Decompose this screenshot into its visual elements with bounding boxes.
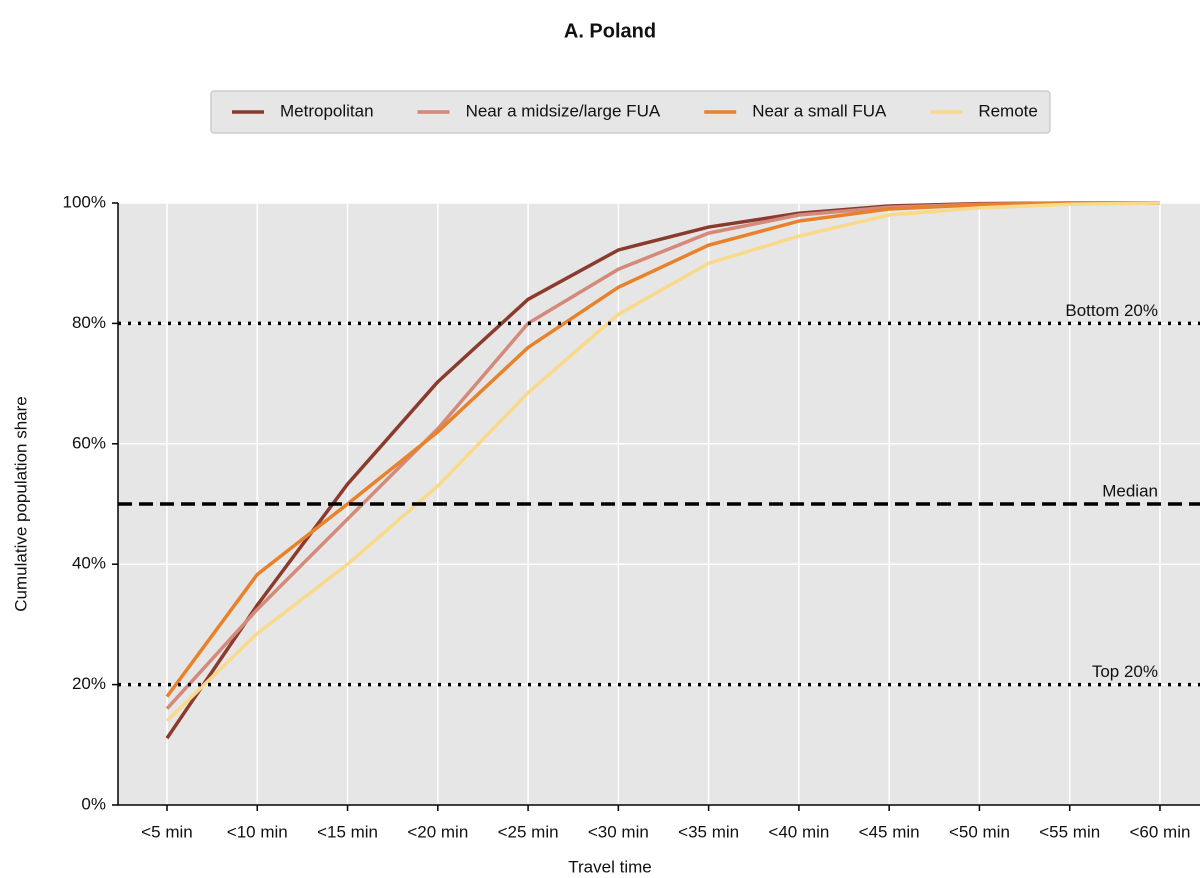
- x-tick-label: <30 min: [588, 822, 649, 841]
- x-tick-label: <45 min: [859, 822, 920, 841]
- x-tick-label: <20 min: [407, 822, 468, 841]
- x-tick-label: <35 min: [678, 822, 739, 841]
- legend-label: Remote: [978, 101, 1038, 120]
- reference-label: Top 20%: [1092, 662, 1158, 681]
- y-tick-label: 80%: [72, 313, 106, 332]
- y-tick-label: 100%: [63, 192, 106, 211]
- x-tick-label: <50 min: [949, 822, 1010, 841]
- legend-box: [210, 90, 1051, 134]
- y-axis-label: Cumulative population share: [11, 396, 30, 611]
- y-tick-label: 0%: [81, 794, 106, 813]
- x-tick-label: <15 min: [317, 822, 378, 841]
- y-tick-label: 40%: [72, 554, 106, 573]
- series-line: [165, 201, 1160, 698]
- x-tick-label: <5 min: [141, 822, 193, 841]
- legend-label: Metropolitan: [280, 101, 374, 120]
- reference-label: Bottom 20%: [1065, 301, 1158, 320]
- x-tick-label: <25 min: [498, 822, 559, 841]
- legend-label: Near a small FUA: [752, 101, 887, 120]
- chart-title: A. Poland: [564, 20, 656, 42]
- x-tick-label: <40 min: [768, 822, 829, 841]
- y-tick-label: 60%: [72, 433, 106, 452]
- legend-label: Near a midsize/large FUA: [466, 101, 661, 120]
- x-tick-label: <60 min: [1129, 822, 1190, 841]
- y-tick-label: 20%: [72, 674, 106, 693]
- reference-label: Median: [1102, 481, 1158, 500]
- series-line: [165, 201, 1160, 722]
- x-axis-label: Travel time: [568, 857, 651, 876]
- x-tick-label: <55 min: [1039, 822, 1100, 841]
- legend: Metropolitan Near a midsize/large FUA Near…: [210, 90, 1051, 134]
- x-tick-label: <10 min: [227, 822, 288, 841]
